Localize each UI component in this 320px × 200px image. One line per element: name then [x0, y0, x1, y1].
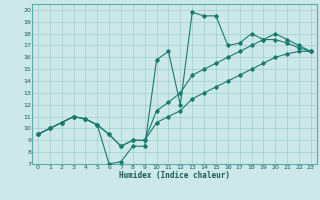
X-axis label: Humidex (Indice chaleur): Humidex (Indice chaleur)	[119, 171, 230, 180]
